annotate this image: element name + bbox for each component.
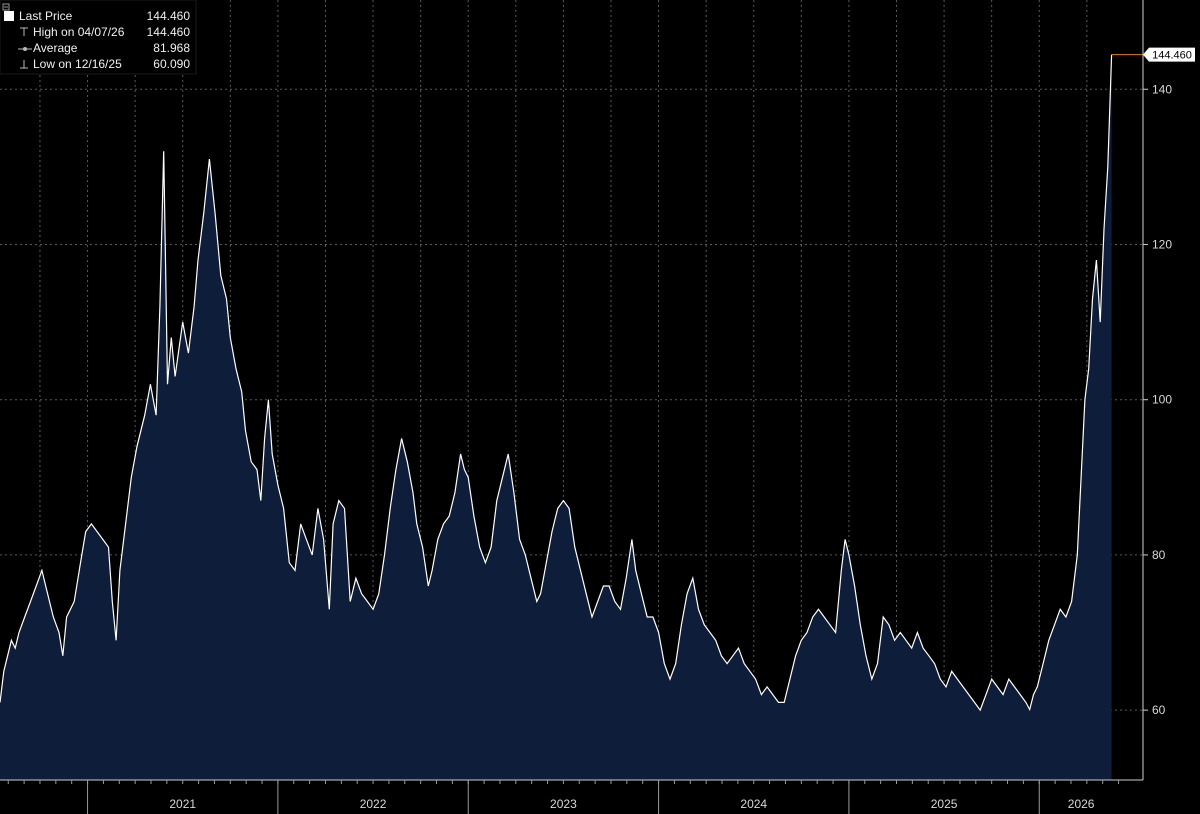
- price-line: [0, 54, 1113, 712]
- x-axis: 2021 2022 2023 2024 2025 2026: [0, 779, 1143, 814]
- y-tick-label: 60: [1152, 703, 1166, 717]
- legend-value-last-price: 144.460: [147, 9, 191, 23]
- x-tick-label: 2023: [550, 797, 577, 811]
- last-price-tag-label: 144.460: [1152, 50, 1192, 62]
- legend-background: [0, 0, 197, 75]
- legend-collapse-icon[interactable]: [2, 3, 10, 11]
- x-tick-label: 2026: [1068, 797, 1095, 811]
- price-area: [0, 54, 1112, 781]
- legend-label-last-price: Last Price: [19, 9, 73, 23]
- legend-value-high: 144.460: [147, 25, 191, 39]
- x-tick-label: 2022: [360, 797, 387, 811]
- legend-label-high: High on 04/07/26: [33, 25, 125, 39]
- last-price-marker: 144.460: [1111, 47, 1195, 62]
- x-tick-label: 2025: [931, 797, 958, 811]
- y-tick-label: 140: [1152, 82, 1172, 96]
- high-marker-icon: [20, 27, 28, 36]
- legend: Last Price 144.460 High on 04/07/26 144.…: [0, 0, 197, 75]
- last-price-swatch-icon: [4, 11, 14, 21]
- last-price-tag: [1143, 47, 1195, 62]
- y-tick-label: 100: [1152, 393, 1172, 407]
- y-tick-label: 120: [1152, 237, 1172, 251]
- y-tick-label: 80: [1152, 548, 1166, 562]
- legend-label-average: Average: [33, 41, 78, 55]
- legend-label-low: Low on 12/16/25: [33, 57, 122, 71]
- low-marker-icon: [20, 60, 28, 69]
- x-tick-label: 2024: [740, 797, 767, 811]
- legend-value-low: 60.090: [153, 57, 190, 71]
- x-tick-label: 2021: [169, 797, 196, 811]
- average-dot-icon: [23, 47, 27, 51]
- legend-value-average: 81.968: [153, 41, 190, 55]
- y-axis: 60 80 100 120 140: [1142, 0, 1172, 780]
